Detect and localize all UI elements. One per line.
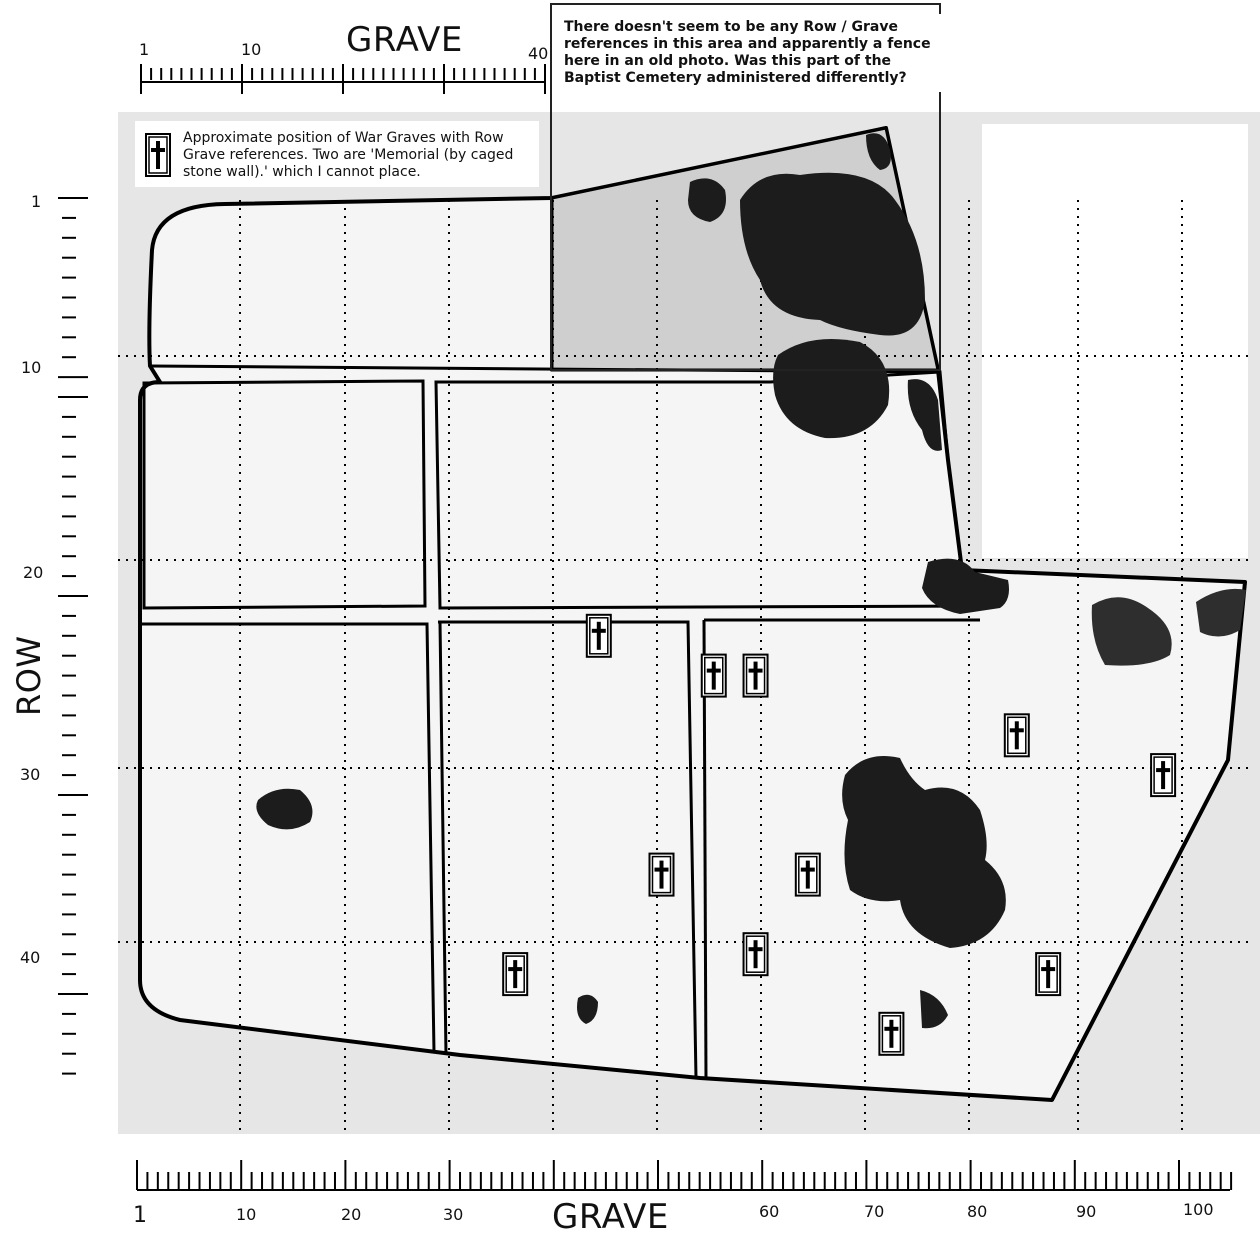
bottom-axis-title: GRAVE (552, 1197, 669, 1234)
bottom-tick-80: 80 (967, 1202, 987, 1221)
war-graves-layer (502, 613, 1177, 1056)
bottom-tick-10: 10 (236, 1205, 256, 1224)
tree (842, 756, 1006, 948)
war-grave-marker[interactable] (1003, 713, 1030, 758)
tree (577, 994, 598, 1024)
legend-text: Approximate position of War Graves with … (183, 130, 514, 180)
blank-area (982, 124, 1248, 558)
row-tick-30: 30 (20, 765, 40, 784)
bottom-tick-100: 100 (1183, 1200, 1214, 1219)
row-tick-10: 10 (21, 358, 41, 377)
tree (256, 788, 313, 830)
row-axis-title: ROW (10, 635, 48, 716)
bottom-tick-90: 90 (1076, 1202, 1096, 1221)
row-tick-40: 40 (20, 948, 40, 967)
war-grave-marker[interactable] (742, 653, 769, 698)
war-grave-marker[interactable] (648, 852, 675, 897)
tree-canopies (256, 133, 1246, 1029)
tree (1196, 588, 1246, 637)
war-grave-marker[interactable] (1150, 753, 1177, 798)
tree (907, 379, 942, 451)
war-grave-marker[interactable] (878, 1011, 905, 1056)
tree (1091, 597, 1172, 666)
note-box: There doesn't seem to be any Row / Grave… (558, 14, 942, 92)
tree (773, 338, 890, 439)
bottom-tick-30: 30 (443, 1205, 463, 1224)
war-grave-marker[interactable] (794, 852, 821, 897)
bottom-tick-70: 70 (864, 1202, 884, 1221)
note-box-outline (550, 3, 941, 371)
tree (866, 133, 891, 170)
top-tick-1: 1 (139, 40, 149, 59)
tree (688, 178, 726, 222)
row-tick-20: 20 (23, 563, 43, 582)
row-ruler: ROW 1 10 20 30 40 (10, 192, 88, 1075)
war-grave-marker[interactable] (1035, 952, 1062, 997)
war-grave-marker[interactable] (700, 653, 727, 698)
cross-icon (145, 133, 171, 177)
bottom-tick-20: 20 (341, 1205, 361, 1224)
tree (920, 990, 948, 1029)
row-tick-1: 1 (31, 192, 41, 211)
bottom-tick-60: 60 (759, 1202, 779, 1221)
legend-box: Approximate position of War Graves with … (135, 121, 539, 187)
bottom-tick-1: 1 (133, 1203, 147, 1228)
top-axis-title: GRAVE (346, 20, 463, 60)
war-grave-marker[interactable] (742, 932, 769, 977)
bottom-grave-ruler: GRAVE 1 10 20 30 60 70 80 90 100 (133, 1160, 1233, 1234)
war-grave-marker[interactable] (585, 613, 612, 658)
top-grave-ruler: GRAVE 1 10 40 (139, 20, 548, 94)
war-grave-marker[interactable] (502, 952, 529, 997)
note-text: There doesn't seem to be any Row / Grave… (564, 19, 931, 86)
top-tick-40: 40 (528, 44, 548, 63)
top-tick-10: 10 (241, 40, 261, 59)
tree (740, 172, 925, 336)
tree (922, 558, 1009, 614)
